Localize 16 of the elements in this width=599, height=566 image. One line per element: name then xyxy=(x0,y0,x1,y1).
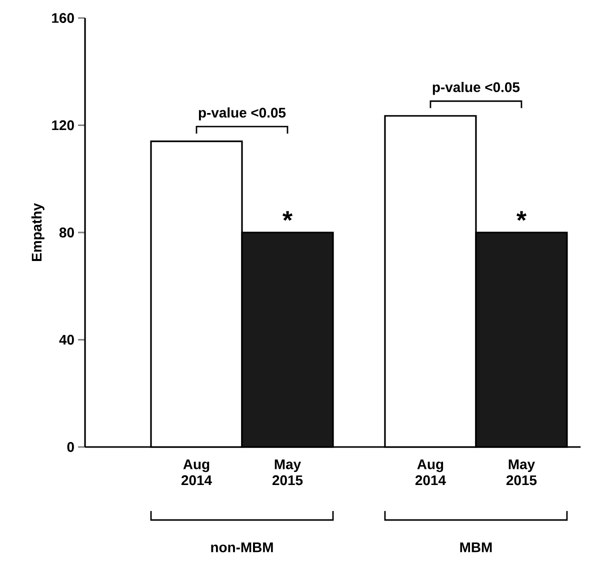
x-tick-label: Aug 2014 xyxy=(181,460,212,486)
x-tick-label: Aug 2014 xyxy=(415,460,446,486)
annotation: p-value <0.05 xyxy=(198,107,286,120)
y-tick-label: 40 xyxy=(59,334,74,345)
annotation: * xyxy=(282,211,293,221)
y-tick-label: 80 xyxy=(59,228,74,238)
y-tick-label: 120 xyxy=(52,120,74,130)
y-axis-title: Empathy xyxy=(31,203,44,262)
y-tick-label: 0 xyxy=(67,442,74,452)
y-tick-label: 160 xyxy=(52,13,74,23)
x-tick-label: May 2015 xyxy=(506,460,537,486)
text: MBM xyxy=(460,542,492,552)
x-tick-label: May 2015 xyxy=(272,460,303,486)
text: non-MBM xyxy=(211,542,273,552)
annotation: p-value <0.05 xyxy=(432,82,520,95)
annotation: * xyxy=(516,211,526,221)
